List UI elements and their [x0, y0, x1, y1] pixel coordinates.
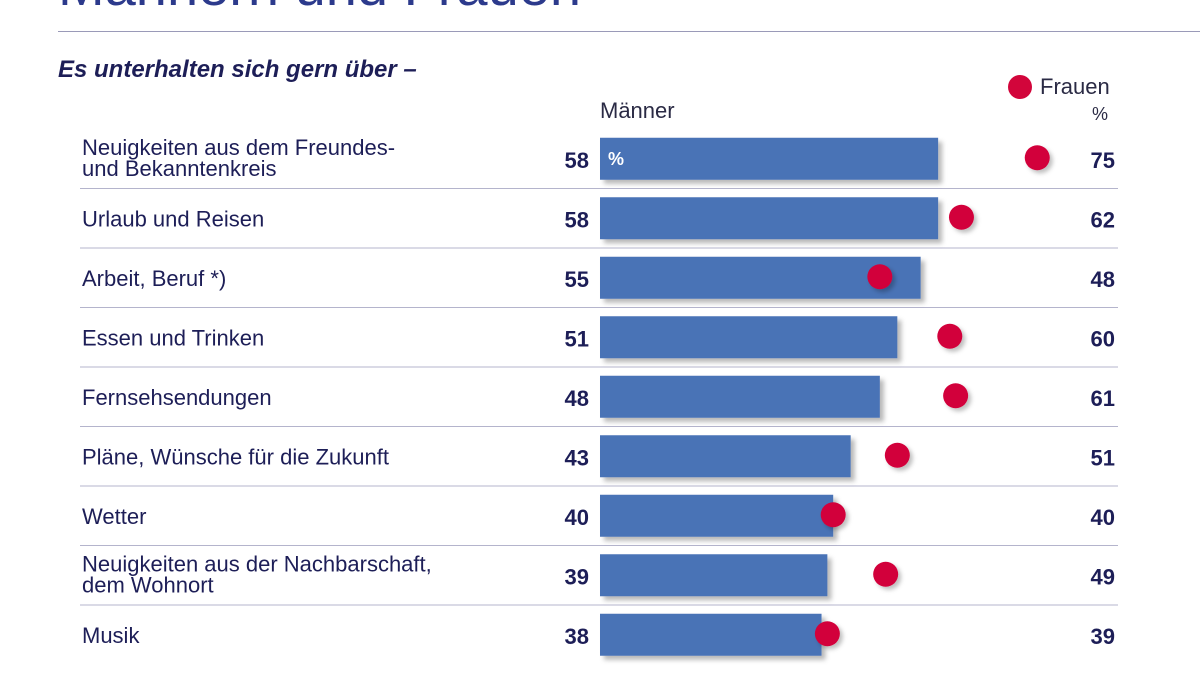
page-title: Männern und Frauen [58, 0, 581, 14]
category-label: Neuigkeiten aus dem Freundes-und Bekannt… [82, 135, 395, 181]
men-value-label: 40 [565, 505, 589, 530]
women-value-label: 62 [1091, 207, 1115, 232]
women-dot [867, 264, 893, 290]
category-label-line: dem Wohnort [82, 572, 214, 597]
category-label: Fernsehsendungen [82, 385, 272, 410]
category-label: Essen und Trinken [82, 325, 264, 350]
men-bar [600, 316, 898, 359]
category-label: Wetter [82, 504, 146, 529]
women-value-label: 60 [1091, 326, 1115, 351]
men-bar [600, 435, 851, 478]
category-label-line: Musik [82, 623, 140, 648]
women-dot [1024, 145, 1050, 171]
category-label-line: Urlaub und Reisen [82, 206, 264, 231]
category-label: Musik [82, 623, 140, 648]
women-dot [873, 561, 899, 587]
men-value-label: 48 [565, 386, 589, 411]
category-label-line: Arbeit, Beruf *) [82, 266, 226, 291]
women-value-label: 75 [1091, 148, 1115, 173]
women-value-label: 40 [1091, 505, 1115, 530]
category-label: Pläne, Wünsche für die Zukunft [82, 444, 389, 469]
women-dot [814, 621, 840, 647]
women-value-label: 51 [1091, 445, 1115, 470]
men-value-label: 55 [565, 267, 589, 292]
category-label: Neuigkeiten aus der Nachbarschaft, dem Wo… [82, 551, 432, 597]
men-bar [600, 613, 822, 656]
women-value-label: 39 [1091, 624, 1115, 649]
women-dot [937, 323, 963, 349]
men-bar [600, 554, 828, 597]
men-bar [600, 256, 921, 299]
men-bar [600, 197, 939, 240]
women-value-label: 49 [1091, 564, 1115, 589]
men-value-label: 51 [565, 326, 589, 351]
men-value-label: 58 [565, 207, 589, 232]
women-dot [884, 442, 910, 468]
men-bar [600, 137, 939, 180]
category-label-line: Wetter [82, 504, 146, 529]
category-label-line: Fernsehsendungen [82, 385, 272, 410]
title-rule [58, 31, 1200, 32]
legend-women-dot [1008, 75, 1032, 99]
men-bar [600, 494, 834, 537]
legend-women: Frauen [1008, 74, 1110, 100]
category-label: Urlaub und Reisen [82, 206, 264, 231]
category-label-line: Neuigkeiten aus der Nachbarschaft, [82, 551, 432, 576]
legend-women-label: Frauen [1040, 74, 1110, 99]
bar-unit-label: % [608, 149, 624, 169]
women-dot [820, 502, 846, 528]
chart-subtitle: Es unterhalten sich gern über – [58, 56, 417, 83]
category-label-line: und Bekanntenkreis [82, 156, 276, 181]
legend-women-unit: % [1092, 104, 1109, 124]
women-value-label: 48 [1091, 267, 1115, 292]
men-value-label: 58 [565, 148, 589, 173]
men-value-label: 38 [565, 624, 589, 649]
women-value-label: 61 [1091, 386, 1115, 411]
category-label: Arbeit, Beruf *) [82, 266, 226, 291]
legend-men: Männer [600, 98, 675, 123]
category-label-line: Pläne, Wünsche für die Zukunft [82, 444, 389, 469]
men-value-label: 43 [565, 445, 589, 470]
men-value-label: 39 [565, 564, 589, 589]
men-bar [600, 375, 880, 418]
women-dot [948, 204, 974, 230]
category-label-line: Neuigkeiten aus dem Freundes- [82, 135, 395, 160]
category-label-line: Essen und Trinken [82, 325, 264, 350]
women-dot [943, 383, 969, 409]
